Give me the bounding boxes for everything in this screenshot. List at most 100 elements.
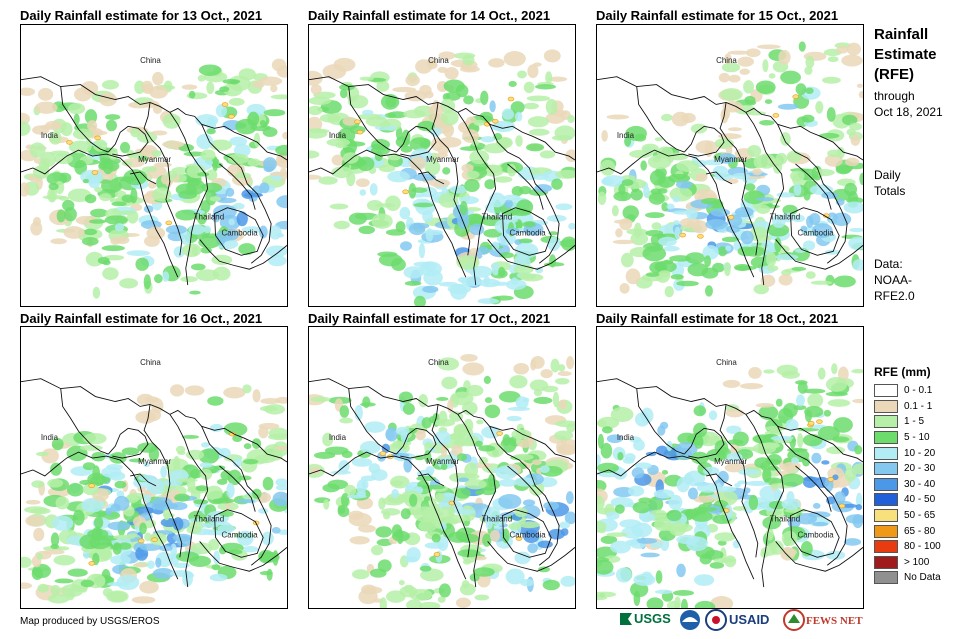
rain-patch bbox=[823, 409, 832, 417]
rain-patch bbox=[686, 207, 698, 220]
rain-patch bbox=[119, 141, 131, 154]
rain-patch bbox=[543, 262, 565, 267]
rain-patch bbox=[32, 216, 42, 227]
rain-patch bbox=[62, 199, 75, 211]
rain-patch bbox=[169, 570, 193, 577]
rain-patch bbox=[50, 238, 67, 245]
rain-patch bbox=[162, 271, 170, 282]
country-borders bbox=[309, 76, 575, 286]
rain-patch bbox=[114, 223, 125, 232]
rain-patch bbox=[762, 59, 769, 73]
rain-patch bbox=[102, 267, 119, 280]
rain-patch bbox=[111, 201, 127, 207]
rain-patch bbox=[745, 48, 761, 58]
rain-patch bbox=[149, 85, 168, 99]
rain-patch bbox=[128, 458, 145, 463]
rain-patch bbox=[200, 200, 211, 214]
rain-patch bbox=[610, 406, 634, 423]
rain-patch bbox=[725, 408, 745, 418]
rain-patch bbox=[385, 427, 398, 442]
rain-patch bbox=[782, 461, 801, 471]
rain-patch bbox=[45, 120, 62, 130]
rain-patch bbox=[485, 518, 493, 530]
rain-patch bbox=[195, 485, 209, 492]
coastline bbox=[597, 451, 863, 580]
rain-patch bbox=[374, 150, 383, 162]
legend-label: > 100 bbox=[904, 556, 930, 568]
rain-patch bbox=[843, 538, 862, 546]
usaid-logo: USAID bbox=[705, 609, 769, 631]
rain-patch bbox=[720, 88, 743, 101]
rain-patch bbox=[270, 84, 278, 93]
rain-patch bbox=[543, 501, 560, 511]
rain-patch bbox=[101, 80, 119, 90]
rain-patch bbox=[331, 166, 353, 179]
rain-patch bbox=[709, 561, 725, 569]
rain-patch bbox=[624, 136, 632, 147]
rain-cell-heavy bbox=[66, 140, 73, 145]
rain-patch bbox=[354, 404, 363, 421]
rain-patch bbox=[460, 354, 478, 362]
rain-patch bbox=[474, 594, 490, 601]
rain-patch bbox=[514, 242, 539, 259]
rain-patch bbox=[545, 98, 558, 115]
rain-patch bbox=[391, 258, 406, 272]
rain-patch bbox=[225, 187, 235, 197]
rain-patch bbox=[473, 119, 486, 126]
rain-patch bbox=[532, 459, 542, 466]
country-borders bbox=[21, 378, 287, 588]
rain-patch bbox=[694, 600, 716, 608]
rain-patch bbox=[543, 49, 561, 63]
rain-patch bbox=[834, 491, 846, 505]
rain-patch bbox=[721, 62, 741, 73]
rain-patch bbox=[186, 179, 206, 195]
rain-patch bbox=[718, 72, 730, 83]
rain-patch bbox=[25, 515, 45, 527]
rain-patch bbox=[501, 216, 519, 224]
rain-patch bbox=[155, 557, 162, 568]
rain-patch bbox=[444, 492, 455, 498]
rain-patch bbox=[727, 178, 739, 184]
rain-patch bbox=[55, 496, 70, 510]
rain-patch bbox=[695, 172, 708, 182]
rain-patch bbox=[415, 429, 426, 441]
rain-patch bbox=[80, 81, 99, 96]
rain-patch bbox=[508, 522, 522, 530]
rain-patch bbox=[752, 168, 763, 176]
label-thailand: Thailand bbox=[194, 515, 224, 524]
rain-patch bbox=[797, 381, 808, 394]
rain-patch bbox=[775, 254, 799, 261]
rain-patch bbox=[258, 426, 269, 439]
rain-patch bbox=[434, 492, 445, 503]
rain-patch bbox=[661, 113, 673, 122]
rain-patch bbox=[505, 227, 520, 235]
rain-patch bbox=[652, 157, 662, 163]
rain-patch bbox=[555, 203, 573, 211]
rain-patch bbox=[341, 450, 353, 459]
rain-patch bbox=[357, 113, 382, 120]
rain-patch bbox=[538, 566, 550, 573]
rain-patch bbox=[514, 551, 531, 565]
rain-patch bbox=[199, 462, 213, 468]
rain-patch bbox=[190, 263, 206, 271]
rain-patch bbox=[756, 204, 771, 215]
rain-patch bbox=[418, 601, 441, 608]
rain-patch bbox=[635, 537, 658, 544]
rain-patch bbox=[597, 528, 606, 534]
rain-patch bbox=[385, 195, 401, 211]
rain-patch bbox=[600, 442, 613, 459]
coastline bbox=[21, 451, 287, 580]
rain-patch bbox=[259, 225, 268, 239]
rain-patch bbox=[268, 225, 282, 240]
rain-patch bbox=[621, 179, 634, 187]
rain-patch bbox=[442, 167, 451, 175]
rain-patch bbox=[781, 530, 798, 546]
rain-patch bbox=[342, 116, 358, 126]
rain-patch bbox=[38, 87, 54, 101]
rain-patch bbox=[778, 274, 793, 286]
rain-patch bbox=[228, 549, 243, 555]
rain-patch bbox=[275, 484, 287, 491]
rain-patch bbox=[400, 241, 412, 251]
rain-patch bbox=[403, 556, 418, 563]
rain-patch bbox=[424, 450, 432, 463]
